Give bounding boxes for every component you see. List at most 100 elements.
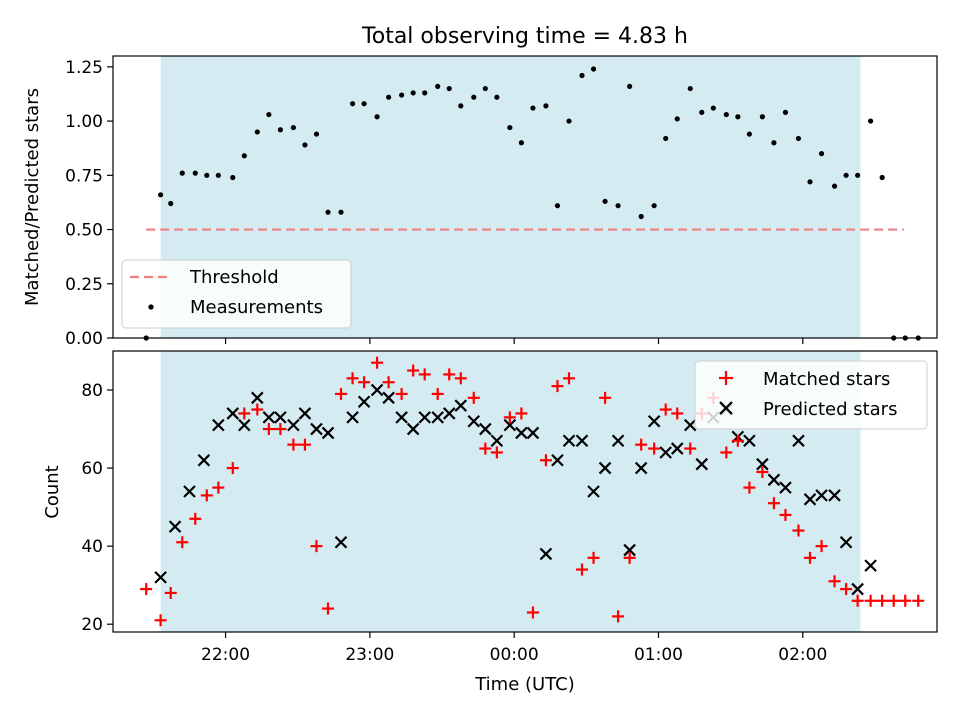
predicted-point: [310, 422, 323, 436]
matched-point: [418, 368, 431, 381]
measurement-point: [771, 140, 777, 146]
matched-point: [551, 380, 564, 393]
matched-point: [503, 411, 516, 424]
matched-point: [200, 489, 213, 502]
legend-predicted-label: Predicted stars: [763, 399, 897, 420]
measurement-point: [458, 103, 464, 109]
matched-point: [743, 481, 756, 494]
predicted-point: [515, 426, 528, 440]
top-axes-frame: [112, 55, 938, 339]
y-tick-label: 20: [81, 615, 103, 635]
matched-point: [443, 368, 456, 381]
matched-point: [431, 387, 444, 400]
predicted-point: [479, 422, 492, 436]
top-y-label: Matched/Predicted stars: [22, 88, 43, 306]
matched-point: [612, 610, 625, 623]
measurement-point: [241, 153, 247, 159]
predicted-point: [634, 461, 648, 475]
legend-predicted-swatch: [719, 401, 733, 415]
measurement-point: [302, 142, 308, 148]
matched-point: [587, 551, 600, 564]
measurement-point: [818, 151, 825, 157]
y-tick-label: 1.00: [65, 112, 103, 132]
measurement-point: [663, 135, 669, 142]
matched-point: [479, 442, 492, 455]
matched-point: [346, 372, 359, 385]
predicted-point: [539, 547, 553, 561]
top-legend-box: [121, 259, 352, 329]
measurement-point: [602, 198, 608, 204]
measurement-point: [530, 105, 536, 111]
matched-point: [322, 602, 335, 615]
measurement-point: [386, 94, 392, 100]
bottom-panel: 20 40 60 80 22:00 23:00 00:00 01:00 02:00 Count…: [42, 350, 938, 695]
matched-point: [164, 586, 177, 599]
matched-point: [212, 481, 225, 494]
measurement-point: [566, 118, 572, 124]
legend-matched-label: Matched stars: [763, 369, 890, 390]
measurement-point: [710, 105, 716, 111]
predicted-point: [695, 457, 709, 471]
top-x-ticks: [224, 338, 804, 344]
matched-point: [576, 563, 589, 576]
matched-point: [804, 551, 817, 564]
measurement-point: [446, 85, 452, 92]
measurement-point: [638, 213, 644, 220]
y-tick-label: 0.00: [65, 329, 103, 349]
matched-point: [899, 594, 912, 607]
measurement-point: [266, 111, 272, 118]
y-tick-label: 60: [81, 459, 103, 479]
predicted-point: [321, 426, 335, 440]
predicted-point: [183, 485, 196, 498]
matched-point: [335, 387, 348, 400]
predicted-point: [467, 414, 481, 428]
measurement-point: [215, 172, 221, 178]
matched-point: [767, 497, 780, 510]
matched-point: [154, 614, 167, 627]
measurement-point: [518, 140, 524, 146]
matched-point: [623, 551, 636, 564]
predicted-point: [659, 446, 672, 459]
measurement-points: [143, 66, 921, 341]
predicted-point: [598, 461, 612, 475]
measurement-point: [168, 200, 174, 207]
predicted-point: [212, 418, 225, 432]
predicted-point: [864, 559, 877, 572]
measurement-point: [868, 118, 874, 124]
measurement-point: [543, 103, 549, 109]
predicted-point: [683, 418, 697, 432]
top-panel: 0.00 0.25 0.50 0.75 1.00 1.25 Matched/Predict…: [22, 55, 938, 349]
measurement-point: [179, 170, 185, 176]
measurement-point: [313, 131, 320, 137]
y-tick-label: 40: [81, 537, 103, 557]
measurement-point: [831, 183, 838, 189]
x-tick-label: 02:00: [778, 645, 827, 665]
chart-title: Total observing time = 4.83 h: [361, 24, 688, 49]
measurement-point: [361, 101, 367, 107]
matched-point: [851, 594, 864, 607]
bottom-legend-box: [694, 360, 928, 430]
x-tick-label: 00:00: [490, 645, 539, 665]
predicted-point: [251, 391, 264, 405]
matched-point: [176, 536, 189, 549]
matched-point: [648, 442, 661, 455]
measurement-point: [746, 131, 752, 137]
predicted-point: [490, 434, 504, 448]
measurement-point: [723, 111, 729, 118]
matched-point: [731, 434, 744, 447]
measurement-point: [158, 192, 164, 198]
matched-point: [779, 508, 792, 521]
matched-point: [287, 438, 300, 451]
matched-point: [659, 403, 672, 416]
measurement-point: [192, 170, 198, 176]
predicted-point: [575, 434, 589, 448]
bottom-legend: Matched stars Predicted stars: [694, 360, 928, 430]
matched-point: [490, 446, 503, 459]
matched-point: [526, 606, 539, 619]
y-tick-label: 1.25: [65, 58, 103, 78]
matched-point: [189, 512, 202, 525]
legend-matched-swatch: [719, 371, 733, 385]
matched-point: [262, 423, 275, 436]
predicted-point: [839, 535, 853, 549]
matched-point: [912, 594, 925, 607]
